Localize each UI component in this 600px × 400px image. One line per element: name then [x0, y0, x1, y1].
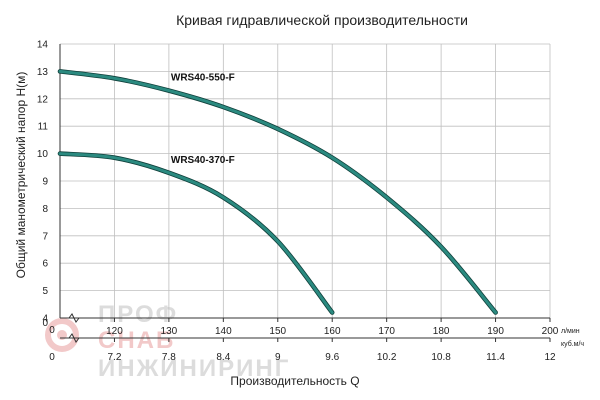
x-axis-break-mark: [68, 313, 80, 323]
y-tick-label: 14: [37, 40, 49, 51]
x2-tick-label: 9.6: [325, 352, 339, 363]
x2-tick-label: 10.8: [431, 352, 451, 363]
y-tick-label: 10: [37, 149, 49, 160]
y-axis-title: Общий манометрический напор Н(м): [14, 72, 28, 279]
series-curve-2: [58, 152, 334, 314]
x2-tick-label: 7.8: [162, 352, 176, 363]
x-tick-label: 150: [269, 326, 286, 337]
chart-title: Кривая гидравлической производительности: [176, 12, 468, 28]
x-tick-label: 130: [161, 326, 178, 337]
y-tick-label: 5: [42, 286, 48, 297]
x-tick-label: 200: [542, 326, 559, 337]
series-label-2: WRS40-370-F: [171, 155, 235, 166]
x2-tick-label: 9: [275, 352, 281, 363]
x-tick-label: 160: [324, 326, 341, 337]
y-tick-label: 12: [37, 94, 49, 105]
y-tick-label: 4: [42, 314, 48, 325]
x2-tick-label: 12: [544, 352, 556, 363]
series-curve-1: [58, 69, 498, 314]
series-label-1: WRS40-550-F: [171, 73, 235, 84]
x-tick-label: 190: [487, 326, 504, 337]
y-tick-label: 13: [37, 67, 49, 78]
x-tick-label: 180: [433, 326, 450, 337]
company-watermark: ПРОФ СНАБ ИНЖИНИРИНГ: [45, 301, 290, 382]
x-axis-title: Производительность Q: [230, 374, 359, 388]
x2-tick-label: 11.4: [486, 352, 505, 363]
y-origin-label: 0: [42, 318, 48, 329]
watermark-line-2: СНАБ: [98, 327, 175, 354]
y-tick-label: 7: [42, 231, 48, 242]
x-axis-unit: л/мин: [561, 328, 580, 335]
watermark-line-3: ИНЖИНИРИНГ: [98, 355, 290, 382]
x2-origin-label: 0: [49, 352, 55, 363]
x-tick-label: 170: [378, 326, 395, 337]
x-tick-label: 120: [106, 326, 123, 337]
series-curves: WRS40-550-F WRS40-370-F: [57, 69, 498, 315]
x2-tick-label: 8.4: [216, 352, 230, 363]
x-tick-label: 140: [215, 326, 232, 337]
x2-tick-label: 7.2: [107, 352, 121, 363]
x2-axis-break-mark: [68, 333, 80, 343]
y-tick-label: 8: [42, 204, 48, 215]
axes: [59, 44, 551, 343]
x2-tick-label: 10.2: [377, 352, 397, 363]
x2-axis-unit: куб.м/ч: [561, 340, 584, 348]
series-curve-outline: [57, 151, 335, 315]
y-tick-label: 9: [42, 177, 48, 188]
y-tick-label: 11: [38, 122, 49, 133]
y-tick-label: 6: [42, 259, 48, 270]
watermark-line-1: ПРОФ: [98, 301, 178, 328]
x-origin-label: 0: [49, 325, 55, 336]
